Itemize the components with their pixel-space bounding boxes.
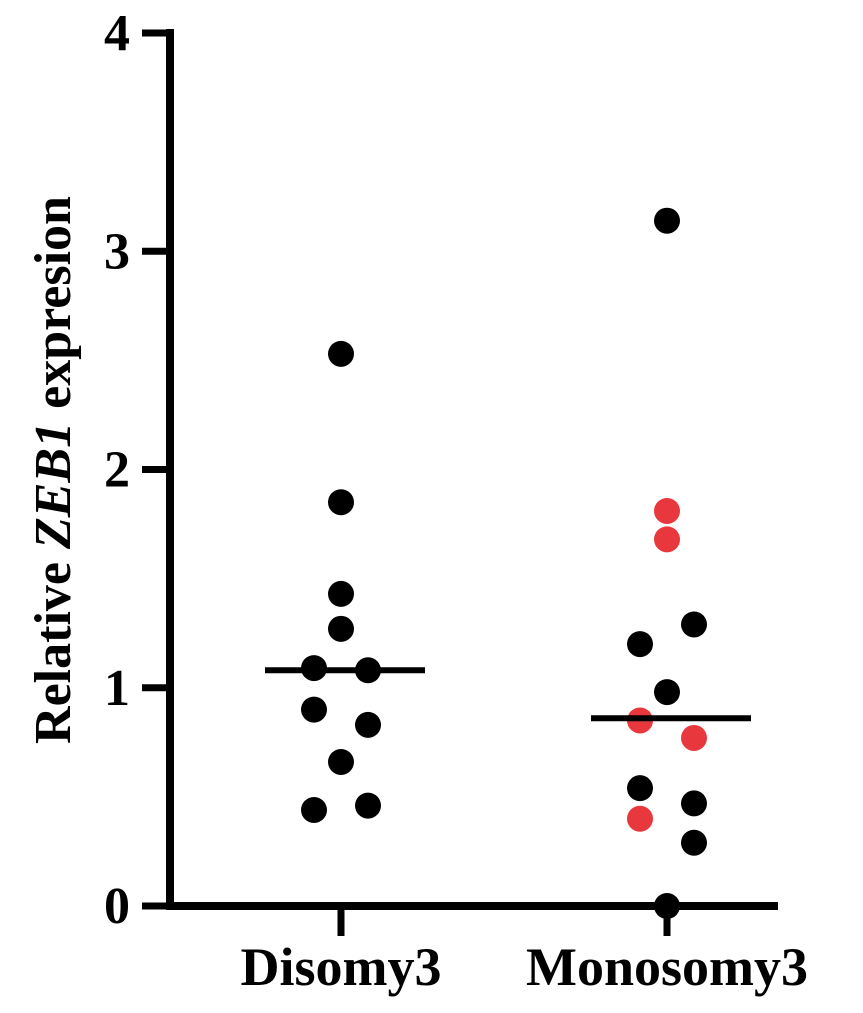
data-point xyxy=(681,829,707,856)
data-point xyxy=(328,615,354,642)
data-point xyxy=(627,631,653,658)
data-point xyxy=(627,775,653,802)
series-group-disomy3 xyxy=(265,340,425,823)
data-point xyxy=(328,489,354,516)
y-tick-label: 2 xyxy=(104,442,130,499)
y-tick-label: 1 xyxy=(104,660,130,717)
data-point xyxy=(355,711,381,738)
data-point xyxy=(681,611,707,638)
data-point xyxy=(328,580,354,607)
y-axis-title-suffix: expresion xyxy=(25,196,82,422)
y-axis-title-gene: ZEB1 xyxy=(25,422,82,550)
y-tick-label: 3 xyxy=(104,223,130,280)
series-group-monosomy3 xyxy=(591,207,751,919)
axes xyxy=(166,29,778,910)
data-point xyxy=(301,696,327,723)
y-axis-title: Relative ZEB1 expresion xyxy=(25,196,82,744)
plot-area xyxy=(265,207,751,919)
data-point xyxy=(654,497,680,524)
data-point xyxy=(328,748,354,775)
y-axis-title-prefix: Relative xyxy=(25,549,82,744)
data-point xyxy=(328,340,354,367)
y-tick-label: 4 xyxy=(104,5,130,62)
data-point xyxy=(681,724,707,751)
x-category-label: Disomy3 xyxy=(241,937,442,997)
y-tick-label: 0 xyxy=(104,878,130,935)
data-point xyxy=(654,679,680,706)
data-point xyxy=(654,893,680,919)
data-point xyxy=(355,792,381,819)
y-axis-ticks: 0 1 2 3 4 xyxy=(104,5,170,935)
data-point xyxy=(301,796,327,823)
x-axis-ticks: Disomy3 Monosomy3 xyxy=(241,906,808,997)
x-category-label: Monosomy3 xyxy=(526,937,808,997)
data-point xyxy=(654,526,680,553)
data-point xyxy=(627,805,653,832)
data-point xyxy=(654,207,680,234)
data-point xyxy=(681,790,707,817)
